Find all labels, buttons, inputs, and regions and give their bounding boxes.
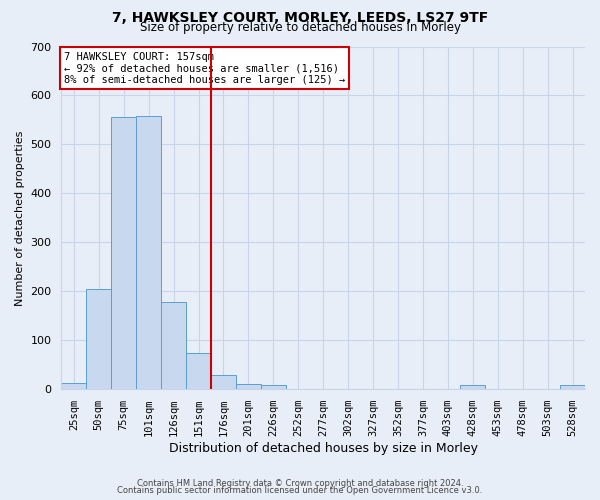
Bar: [136, 116, 161, 389]
Bar: [86, 289, 111, 389]
X-axis label: Distribution of detached houses by size in Morley: Distribution of detached houses by size …: [169, 442, 478, 455]
Y-axis label: Number of detached properties: Number of detached properties: [15, 130, 25, 306]
Text: 7, HAWKSLEY COURT, MORLEY, LEEDS, LS27 9TF: 7, HAWKSLEY COURT, MORLEY, LEEDS, LS27 9…: [112, 11, 488, 25]
Bar: [186, 352, 211, 389]
Bar: [211, 374, 236, 389]
Bar: [111, 118, 136, 389]
Bar: [460, 386, 485, 389]
Text: Contains HM Land Registry data © Crown copyright and database right 2024.: Contains HM Land Registry data © Crown c…: [137, 478, 463, 488]
Text: 7 HAWKSLEY COURT: 157sqm
← 92% of detached houses are smaller (1,516)
8% of semi: 7 HAWKSLEY COURT: 157sqm ← 92% of detach…: [64, 52, 345, 85]
Text: Size of property relative to detached houses in Morley: Size of property relative to detached ho…: [139, 22, 461, 35]
Bar: [261, 386, 286, 389]
Bar: [61, 384, 86, 389]
Text: Contains public sector information licensed under the Open Government Licence v3: Contains public sector information licen…: [118, 486, 482, 495]
Bar: [560, 386, 585, 389]
Bar: [236, 384, 261, 389]
Bar: [161, 302, 186, 389]
